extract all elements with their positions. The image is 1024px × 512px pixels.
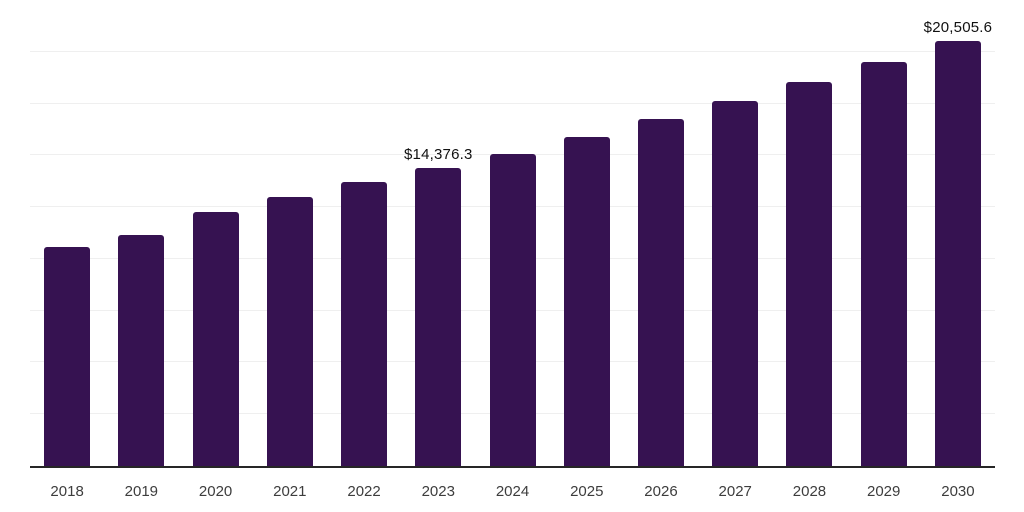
- bar-group-2026: [624, 0, 698, 466]
- bar-2029: [860, 61, 907, 466]
- x-tick-label-2019: 2019: [124, 483, 159, 500]
- gridline: [30, 102, 995, 104]
- bar-2019: [118, 235, 165, 466]
- bar-group-2019: [104, 0, 178, 466]
- x-tick-label-2027: 2027: [718, 483, 752, 500]
- bar-value-label-2030: $20,505.6: [923, 19, 993, 37]
- bar-2027: [712, 100, 759, 466]
- bar-group-2025: [550, 0, 624, 466]
- bar-2024: [489, 154, 536, 466]
- bar-group-2024: [475, 0, 549, 466]
- x-tick-label-2024: 2024: [495, 483, 530, 500]
- bar-2018: [44, 247, 91, 466]
- bar-2028: [786, 81, 833, 466]
- bar-2025: [563, 136, 610, 466]
- x-tick-label-2030: 2030: [941, 483, 975, 500]
- x-tick-label-2026: 2026: [644, 483, 678, 500]
- bar-group-2030: $20,505.6: [921, 0, 995, 466]
- gridline: [30, 50, 995, 52]
- x-tick-label-2023: 2023: [421, 483, 455, 500]
- bar-group-2027: [698, 0, 772, 466]
- plot-area: $14,376.3 $20,505.6: [30, 0, 995, 468]
- bar-group-2023: $14,376.3: [401, 0, 475, 466]
- bar-group-2022: [327, 0, 401, 466]
- bar-2026: [637, 118, 684, 466]
- bar-2022: [341, 182, 388, 466]
- x-axis-labels: 2018 2019 2020 2021 2022 2023 2024 2025 2026 2027…: [30, 483, 995, 500]
- x-tick-label-2022: 2022: [347, 483, 381, 500]
- bar-2030: [934, 41, 981, 466]
- bars-container: $14,376.3 $20,505.6: [30, 0, 995, 466]
- x-tick-label-2025: 2025: [570, 483, 604, 500]
- bar-2020: [192, 212, 239, 466]
- bar-group-2021: [253, 0, 327, 466]
- bar-group-2018: [30, 0, 104, 466]
- bar-group-2020: [178, 0, 252, 466]
- bar-value-label-2023: $14,376.3: [404, 146, 473, 164]
- bar-group-2028: [772, 0, 846, 466]
- x-tick-label-2028: 2028: [792, 483, 827, 500]
- x-tick-label-2018: 2018: [50, 483, 84, 500]
- bar-group-2029: [847, 0, 921, 466]
- x-tick-label-2021: 2021: [273, 483, 307, 500]
- bar-2023: [415, 168, 462, 466]
- x-tick-label-2020: 2020: [198, 483, 233, 500]
- bar-2021: [266, 197, 313, 466]
- x-tick-label-2029: 2029: [867, 483, 901, 500]
